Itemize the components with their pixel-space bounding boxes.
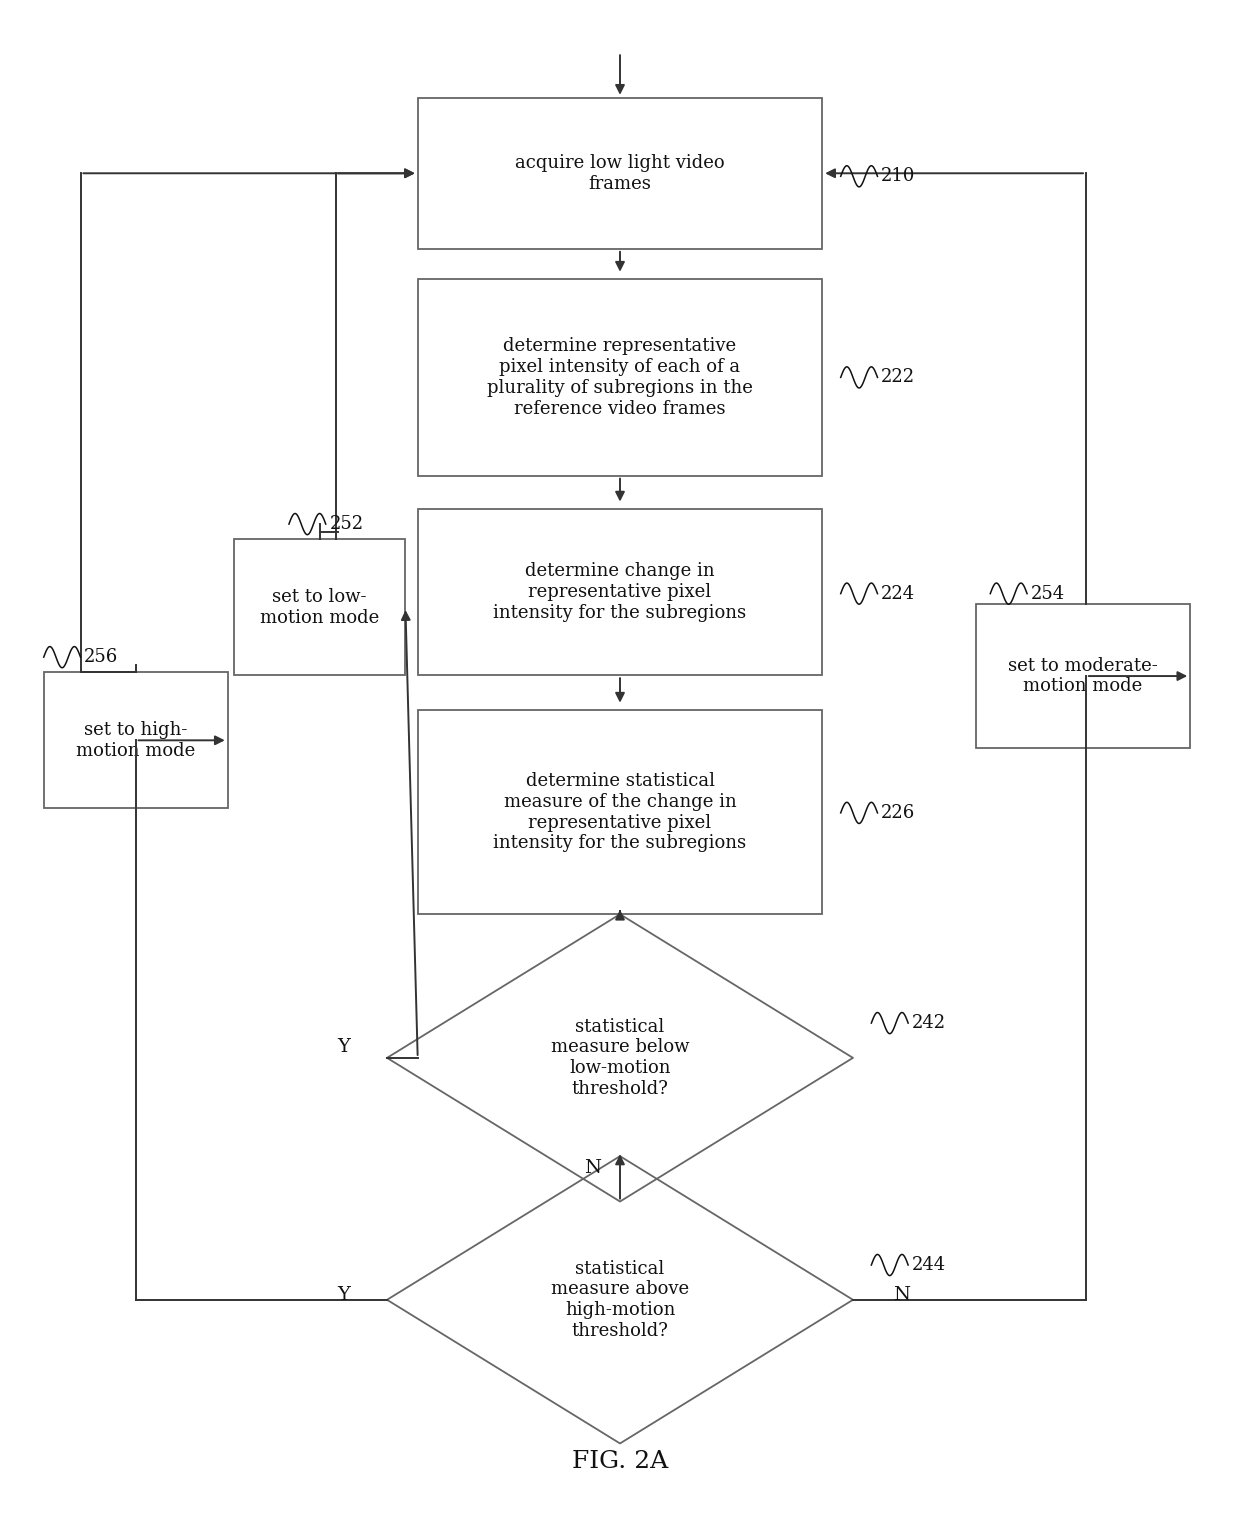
Text: N: N (894, 1286, 910, 1305)
Text: 222: 222 (882, 368, 915, 386)
Text: 256: 256 (84, 649, 119, 667)
Text: 226: 226 (882, 804, 915, 823)
Text: acquire low light video
frames: acquire low light video frames (515, 154, 725, 192)
Text: determine change in
representative pixel
intensity for the subregions: determine change in representative pixel… (494, 563, 746, 623)
Text: statistical
measure above
high-motion
threshold?: statistical measure above high-motion th… (551, 1259, 689, 1340)
Text: 224: 224 (882, 584, 915, 603)
Polygon shape (387, 914, 853, 1201)
Text: set to moderate-
motion mode: set to moderate- motion mode (1008, 656, 1158, 696)
Text: 244: 244 (911, 1256, 946, 1274)
FancyBboxPatch shape (234, 539, 405, 676)
Polygon shape (387, 1157, 853, 1444)
FancyBboxPatch shape (418, 98, 822, 249)
Text: set to high-
motion mode: set to high- motion mode (76, 720, 196, 760)
Text: N: N (584, 1160, 601, 1177)
Text: 254: 254 (1030, 584, 1065, 603)
Text: statistical
measure below
low-motion
threshold?: statistical measure below low-motion thr… (551, 1018, 689, 1099)
Text: FIG. 2A: FIG. 2A (572, 1450, 668, 1473)
Text: 242: 242 (911, 1015, 946, 1032)
FancyBboxPatch shape (43, 673, 228, 809)
Text: set to low-
motion mode: set to low- motion mode (260, 588, 379, 627)
Text: determine statistical
measure of the change in
representative pixel
intensity fo: determine statistical measure of the cha… (494, 772, 746, 853)
FancyBboxPatch shape (976, 604, 1190, 748)
FancyBboxPatch shape (418, 279, 822, 476)
Text: determine representative
pixel intensity of each of a
plurality of subregions in: determine representative pixel intensity… (487, 337, 753, 418)
FancyBboxPatch shape (418, 710, 822, 914)
Text: Y: Y (337, 1286, 351, 1305)
Text: 252: 252 (330, 516, 363, 533)
Text: Y: Y (337, 1038, 351, 1056)
FancyBboxPatch shape (418, 510, 822, 676)
Text: 210: 210 (882, 168, 915, 185)
